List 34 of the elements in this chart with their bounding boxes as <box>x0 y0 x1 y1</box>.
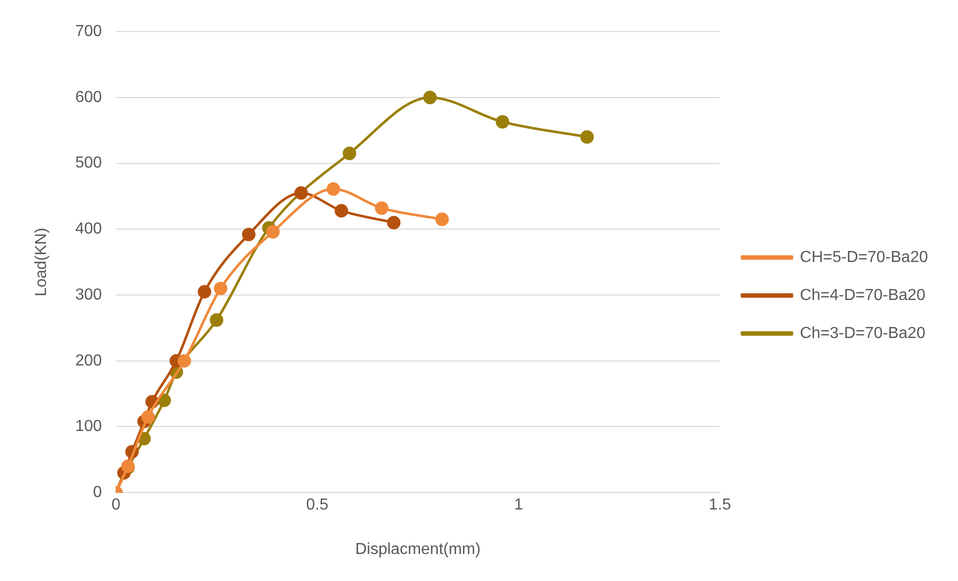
x-tick-label: 1 <box>514 496 524 514</box>
x-axis-title: Displacment(mm) <box>355 540 481 558</box>
x-tick-label: 0.5 <box>306 496 328 514</box>
y-tick-label: 700 <box>75 23 102 40</box>
point <box>334 204 348 218</box>
legend-label: Ch=3-D=70-Ba20 <box>800 324 926 342</box>
point <box>242 228 256 242</box>
point <box>435 212 449 226</box>
y-tick-label: 200 <box>75 352 102 370</box>
point <box>342 146 356 160</box>
point <box>580 130 594 144</box>
point <box>423 90 437 104</box>
point <box>266 225 280 239</box>
point <box>178 354 192 368</box>
y-tick-label: 300 <box>75 286 102 304</box>
point <box>198 284 212 298</box>
point <box>141 410 155 424</box>
y-tick-label: 500 <box>75 154 102 172</box>
y-tick-label: 600 <box>75 88 102 106</box>
point <box>214 282 228 296</box>
y-tick-label: 0 <box>92 484 102 502</box>
y-tick-label: 400 <box>75 220 102 238</box>
point <box>294 186 308 200</box>
legend-label: CH=5-D=70-Ba20 <box>800 248 928 266</box>
point <box>387 216 400 230</box>
y-tick-label: 100 <box>75 418 102 436</box>
x-tick-label: 0 <box>111 496 120 514</box>
point <box>374 201 388 215</box>
legend-label: Ch=4-D=70-Ba20 <box>800 286 926 304</box>
y-axis-title: Load(KN) <box>33 228 50 296</box>
point <box>210 313 224 327</box>
point <box>496 115 510 129</box>
x-tick-label: 1.5 <box>708 496 732 514</box>
point <box>326 182 340 196</box>
